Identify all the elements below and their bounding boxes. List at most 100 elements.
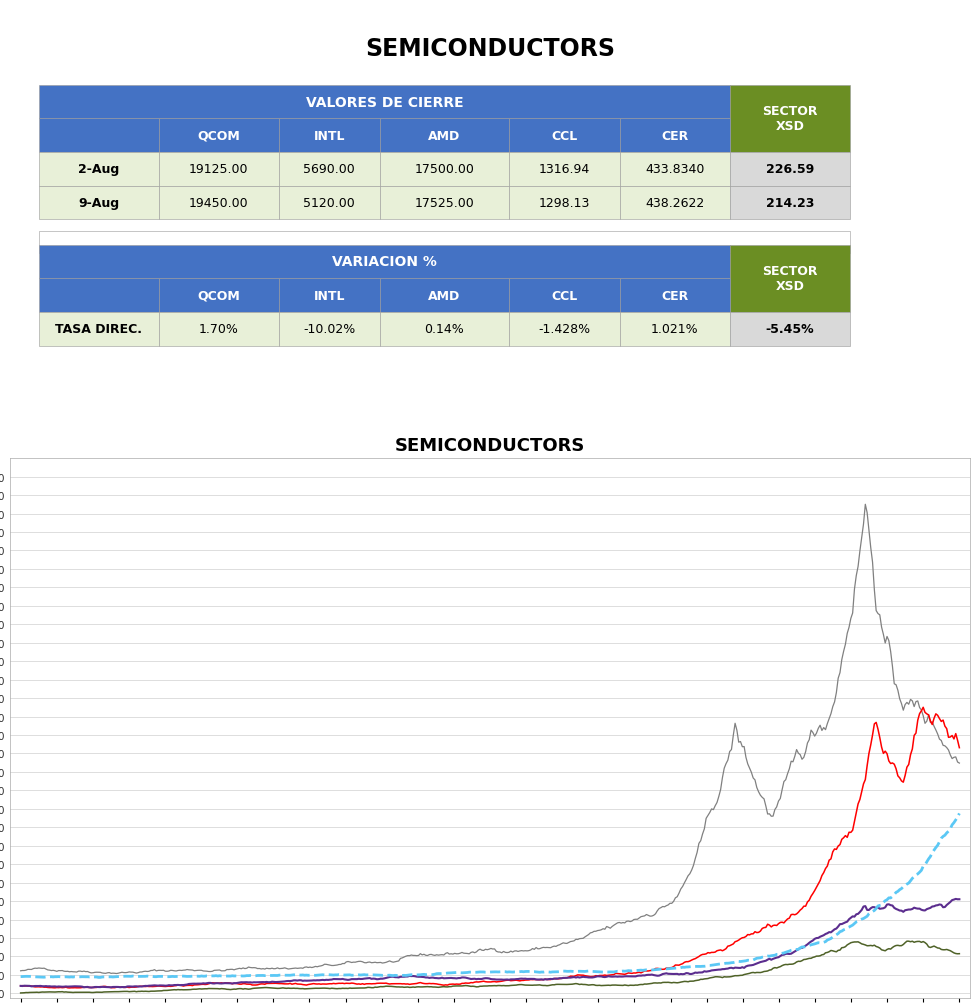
AMD [15,965,26,977]
INTL [40,986,52,998]
Text: 0.14%: 0.14% [424,323,465,336]
FancyBboxPatch shape [159,152,278,187]
Text: VALORES DE CIERRE: VALORES DE CIERRE [306,95,464,109]
FancyBboxPatch shape [730,246,850,313]
FancyBboxPatch shape [278,152,379,187]
CCL [751,958,762,970]
CCL [15,980,26,992]
AMD [40,963,52,975]
Text: 438.2622: 438.2622 [645,197,705,210]
Text: AMD: AMD [428,129,461,142]
FancyBboxPatch shape [510,119,619,152]
INTL [845,937,857,949]
FancyBboxPatch shape [278,279,379,313]
FancyBboxPatch shape [619,279,730,313]
Text: SEMICONDUCTORS: SEMICONDUCTORS [365,37,615,61]
CCL [950,893,961,905]
CER [954,807,965,819]
FancyBboxPatch shape [159,119,278,152]
FancyBboxPatch shape [159,313,278,346]
Text: CER: CER [662,129,689,142]
Text: SECTOR
XSD: SECTOR XSD [762,105,818,133]
CER [15,971,26,983]
Text: INTL: INTL [314,129,345,142]
CCL [954,894,965,906]
FancyBboxPatch shape [38,246,730,279]
Text: 17525.00: 17525.00 [415,197,474,210]
CCL [271,976,283,988]
Text: 1316.94: 1316.94 [539,163,590,177]
Line: INTL: INTL [21,941,959,993]
Text: INTL: INTL [314,289,345,302]
Text: -5.45%: -5.45% [765,323,814,336]
QCOM [64,982,75,994]
CCL [128,980,140,992]
AMD [271,962,283,974]
FancyBboxPatch shape [38,313,159,346]
FancyBboxPatch shape [619,313,730,346]
CER [751,952,762,964]
FancyBboxPatch shape [278,313,379,346]
FancyBboxPatch shape [730,187,850,221]
FancyBboxPatch shape [38,152,159,187]
FancyBboxPatch shape [38,232,850,254]
Text: 2-Aug: 2-Aug [78,163,120,177]
Line: QCOM: QCOM [21,707,959,988]
FancyBboxPatch shape [619,152,730,187]
Text: 433.8340: 433.8340 [645,163,705,177]
FancyBboxPatch shape [38,85,730,119]
FancyBboxPatch shape [38,187,159,221]
CCL [763,953,775,965]
FancyBboxPatch shape [730,313,850,346]
CER [763,950,775,962]
Text: CCL: CCL [552,289,577,302]
Text: 9-Aug: 9-Aug [78,197,120,210]
FancyBboxPatch shape [159,279,278,313]
CCL [40,980,52,992]
AMD [763,808,775,820]
Text: 19125.00: 19125.00 [189,163,249,177]
Title: SEMICONDUCTORS: SEMICONDUCTORS [395,436,585,454]
CER [271,970,283,982]
Text: SECTOR
XSD: SECTOR XSD [762,265,818,293]
CER [94,972,106,984]
Text: QCOM: QCOM [197,289,240,302]
QCOM [847,824,858,837]
Text: AMD: AMD [428,289,461,302]
QCOM [128,981,140,993]
Text: 17500.00: 17500.00 [415,163,474,177]
Text: 214.23: 214.23 [766,197,814,210]
FancyBboxPatch shape [510,313,619,346]
FancyBboxPatch shape [379,313,510,346]
INTL [749,967,760,979]
Line: CER: CER [21,813,959,978]
FancyBboxPatch shape [379,187,510,221]
Text: -1.428%: -1.428% [538,323,591,336]
FancyBboxPatch shape [38,119,159,152]
AMD [847,608,858,620]
QCOM [954,742,965,754]
FancyBboxPatch shape [510,279,619,313]
FancyBboxPatch shape [510,187,619,221]
Text: 1298.13: 1298.13 [539,197,590,210]
Text: -10.02%: -10.02% [303,323,356,336]
AMD [111,968,122,980]
CCL [85,982,97,994]
INTL [954,948,965,960]
Text: VARIACION %: VARIACION % [332,255,437,269]
Text: 5690.00: 5690.00 [303,163,355,177]
Text: 19450.00: 19450.00 [189,197,249,210]
QCOM [40,981,52,993]
AMD [751,781,762,793]
CER [40,971,52,983]
FancyBboxPatch shape [619,187,730,221]
Text: TASA DIREC.: TASA DIREC. [55,323,142,336]
Text: CCL: CCL [552,129,577,142]
INTL [15,987,26,999]
FancyBboxPatch shape [510,152,619,187]
Line: CCL: CCL [21,899,959,988]
FancyBboxPatch shape [730,152,850,187]
FancyBboxPatch shape [278,187,379,221]
AMD [954,757,965,769]
INTL [901,935,912,947]
